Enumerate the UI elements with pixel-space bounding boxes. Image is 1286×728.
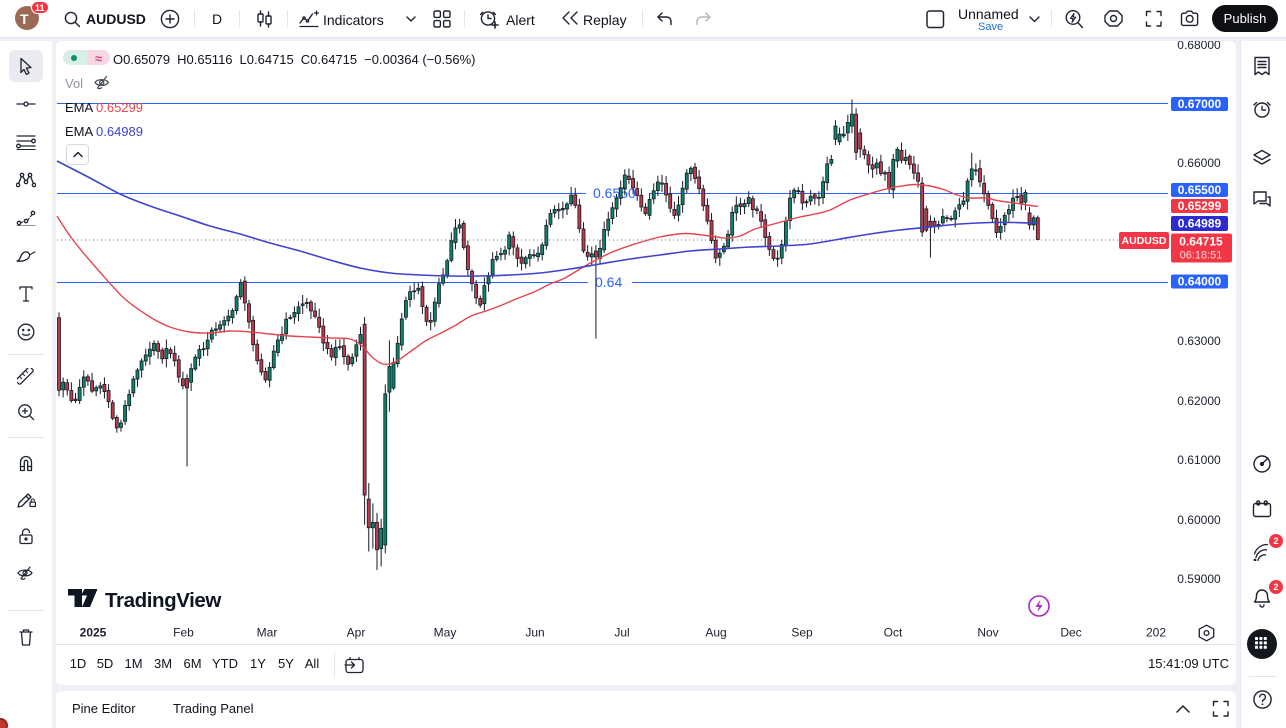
svg-text:Oct: Oct [884, 626, 903, 640]
svg-text:0.64715: 0.64715 [1179, 235, 1223, 249]
svg-text:0.59000: 0.59000 [1177, 572, 1221, 586]
svg-text:0.61000: 0.61000 [1177, 453, 1221, 467]
svg-text:TradingView: TradingView [105, 589, 221, 612]
svg-text:0.65299: 0.65299 [1178, 199, 1222, 213]
svg-text:0.66000: 0.66000 [1177, 156, 1221, 170]
svg-text:Aug: Aug [705, 626, 726, 640]
svg-text:May: May [434, 626, 457, 640]
svg-text:0.64989: 0.64989 [1178, 217, 1222, 231]
svg-text:Dec: Dec [1060, 626, 1081, 640]
svg-text:0.67000: 0.67000 [1178, 97, 1222, 111]
svg-text:Sep: Sep [791, 626, 813, 640]
svg-text:Nov: Nov [977, 626, 998, 640]
svg-text:202: 202 [1146, 626, 1166, 640]
svg-text:Feb: Feb [173, 626, 194, 640]
svg-text:Jul: Jul [614, 626, 629, 640]
svg-text:2025: 2025 [80, 626, 107, 640]
svg-text:0.64: 0.64 [595, 274, 622, 290]
svg-text:0.65500: 0.65500 [1178, 183, 1222, 197]
svg-text:AUDUSD: AUDUSD [1122, 235, 1167, 247]
svg-text:Apr: Apr [347, 626, 366, 640]
svg-text:06:18:51: 06:18:51 [1180, 250, 1223, 262]
svg-text:Jun: Jun [525, 626, 544, 640]
svg-text:0.68000: 0.68000 [1177, 41, 1221, 52]
svg-text:0.64000: 0.64000 [1178, 275, 1222, 289]
svg-text:0.6550: 0.6550 [593, 185, 636, 201]
svg-text:0.60000: 0.60000 [1177, 513, 1221, 527]
svg-text:0.62000: 0.62000 [1177, 394, 1221, 408]
svg-text:0.63000: 0.63000 [1177, 334, 1221, 348]
svg-text:Mar: Mar [257, 626, 278, 640]
